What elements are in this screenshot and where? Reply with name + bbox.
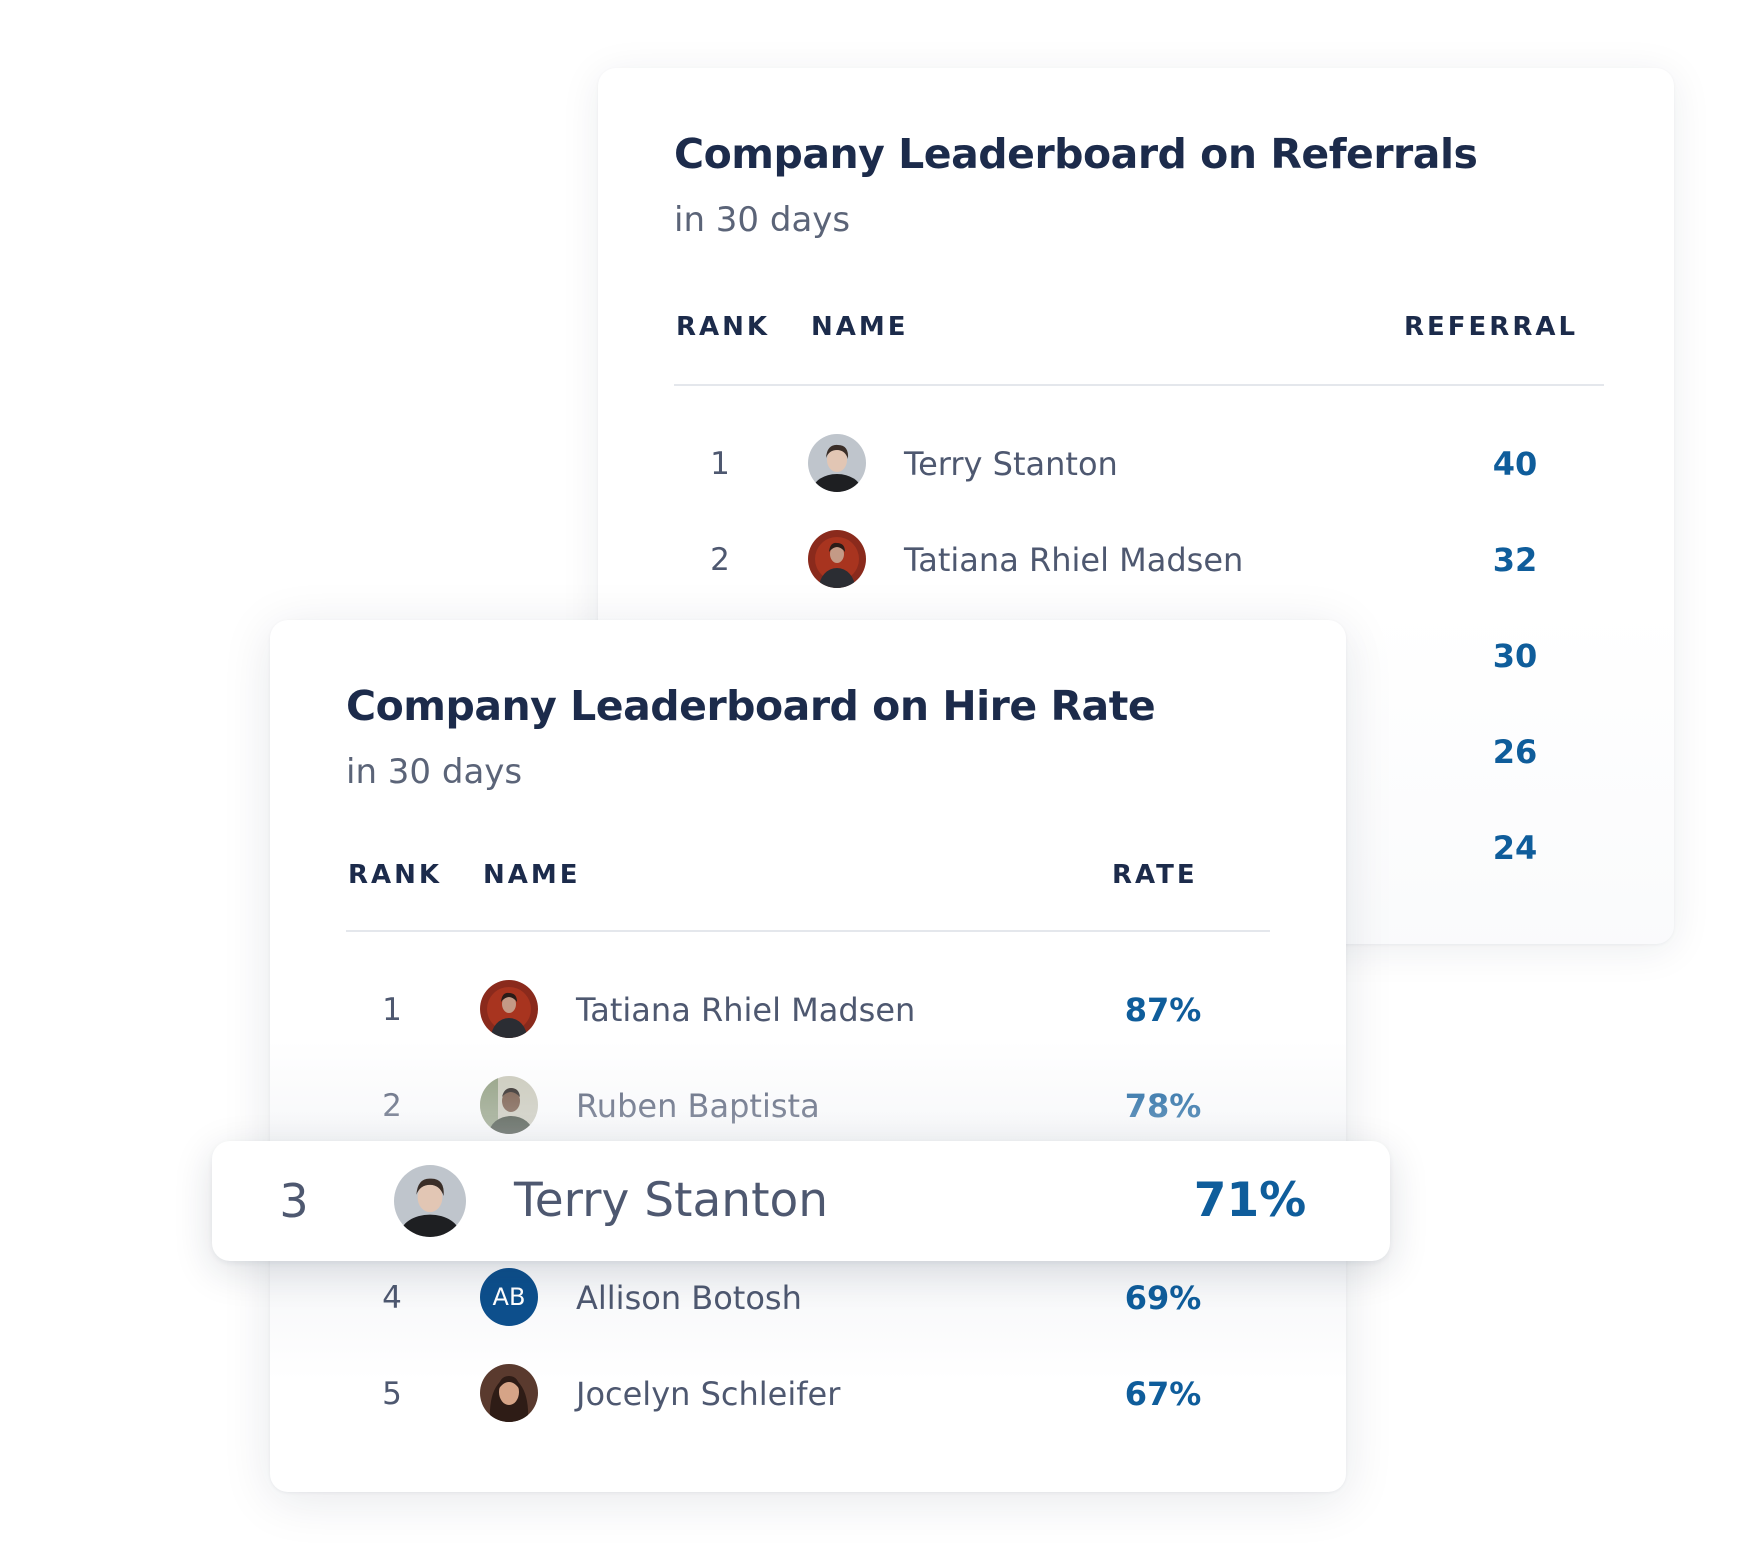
person-photo-icon bbox=[808, 434, 866, 492]
table-row[interactable]: 26 bbox=[598, 712, 1674, 792]
person-photo-icon bbox=[480, 1076, 538, 1134]
table-row[interactable]: 30 bbox=[598, 616, 1674, 696]
avatar bbox=[480, 980, 538, 1038]
avatar bbox=[808, 530, 866, 588]
rank-cell: 4 bbox=[382, 1280, 402, 1316]
rank-cell: 5 bbox=[382, 1376, 402, 1412]
person-name[interactable]: Jocelyn Schleifer bbox=[576, 1375, 841, 1413]
table-row[interactable]: 1 Tatiana Rhiel Madsen 87% bbox=[270, 970, 1346, 1050]
referral-count: 24 bbox=[1492, 829, 1538, 867]
referrals-col-name: NAME bbox=[811, 312, 909, 342]
hire-rate-title: Company Leaderboard on Hire Rate bbox=[346, 682, 1156, 730]
hire-rate-header-divider bbox=[346, 930, 1270, 932]
rank-cell: 2 bbox=[382, 1088, 402, 1124]
hire-rate-value: 78% bbox=[1124, 1087, 1202, 1125]
table-row[interactable]: 1 Terry Stanton 40 bbox=[598, 424, 1674, 504]
person-name[interactable]: Terry Stanton bbox=[904, 445, 1118, 483]
referrals-title: Company Leaderboard on Referrals bbox=[674, 130, 1478, 178]
hire-rate-col-rate: RATE bbox=[1112, 860, 1198, 890]
referrals-subtitle: in 30 days bbox=[674, 200, 851, 240]
referrals-col-referral: REFERRAL bbox=[1404, 312, 1579, 342]
referral-count: 26 bbox=[1492, 733, 1538, 771]
person-photo-icon bbox=[480, 980, 538, 1038]
person-photo-icon bbox=[480, 1364, 538, 1422]
hire-rate-value: 71% bbox=[1193, 1173, 1307, 1228]
table-row[interactable]: 24 bbox=[598, 808, 1674, 888]
hire-rate-subtitle: in 30 days bbox=[346, 752, 523, 792]
referrals-header-divider bbox=[674, 384, 1604, 386]
avatar bbox=[480, 1076, 538, 1134]
table-row[interactable]: 2 Ruben Baptista 78% bbox=[270, 1066, 1346, 1146]
hire-rate-col-name: NAME bbox=[483, 860, 581, 890]
avatar bbox=[480, 1364, 538, 1422]
hire-rate-col-rank: RANK bbox=[348, 860, 443, 890]
person-name[interactable]: Allison Botosh bbox=[576, 1279, 802, 1317]
rank-cell: 1 bbox=[382, 992, 402, 1028]
person-name[interactable]: Tatiana Rhiel Madsen bbox=[904, 541, 1244, 579]
person-photo-icon bbox=[394, 1165, 466, 1237]
table-row[interactable]: 5 Jocelyn Schleifer 67% bbox=[270, 1354, 1346, 1434]
referral-count: 40 bbox=[1492, 445, 1538, 483]
hire-rate-value: 69% bbox=[1124, 1279, 1202, 1317]
avatar bbox=[394, 1165, 466, 1237]
hire-rate-value: 67% bbox=[1124, 1375, 1202, 1413]
person-name[interactable]: Tatiana Rhiel Madsen bbox=[576, 991, 916, 1029]
rank-cell: 1 bbox=[710, 446, 730, 482]
hire-rate-leaderboard-card: Company Leaderboard on Hire Rate in 30 d… bbox=[270, 620, 1346, 1492]
avatar-initials: AB bbox=[480, 1268, 538, 1326]
highlighted-table-row[interactable]: 3 Terry Stanton 71% bbox=[212, 1141, 1390, 1261]
referrals-col-rank: RANK bbox=[676, 312, 771, 342]
referral-count: 32 bbox=[1492, 541, 1538, 579]
hire-rate-value: 87% bbox=[1124, 991, 1202, 1029]
avatar bbox=[808, 434, 866, 492]
rank-cell: 2 bbox=[710, 542, 730, 578]
person-name[interactable]: Terry Stanton bbox=[514, 1173, 829, 1228]
rank-cell: 3 bbox=[279, 1174, 309, 1228]
table-row[interactable]: 2 Tatiana Rhiel Madsen 32 bbox=[598, 520, 1674, 600]
referral-count: 30 bbox=[1492, 637, 1538, 675]
person-name[interactable]: Ruben Baptista bbox=[576, 1087, 820, 1125]
table-row[interactable]: 4 AB Allison Botosh 69% bbox=[270, 1258, 1346, 1338]
person-photo-icon bbox=[808, 530, 866, 588]
